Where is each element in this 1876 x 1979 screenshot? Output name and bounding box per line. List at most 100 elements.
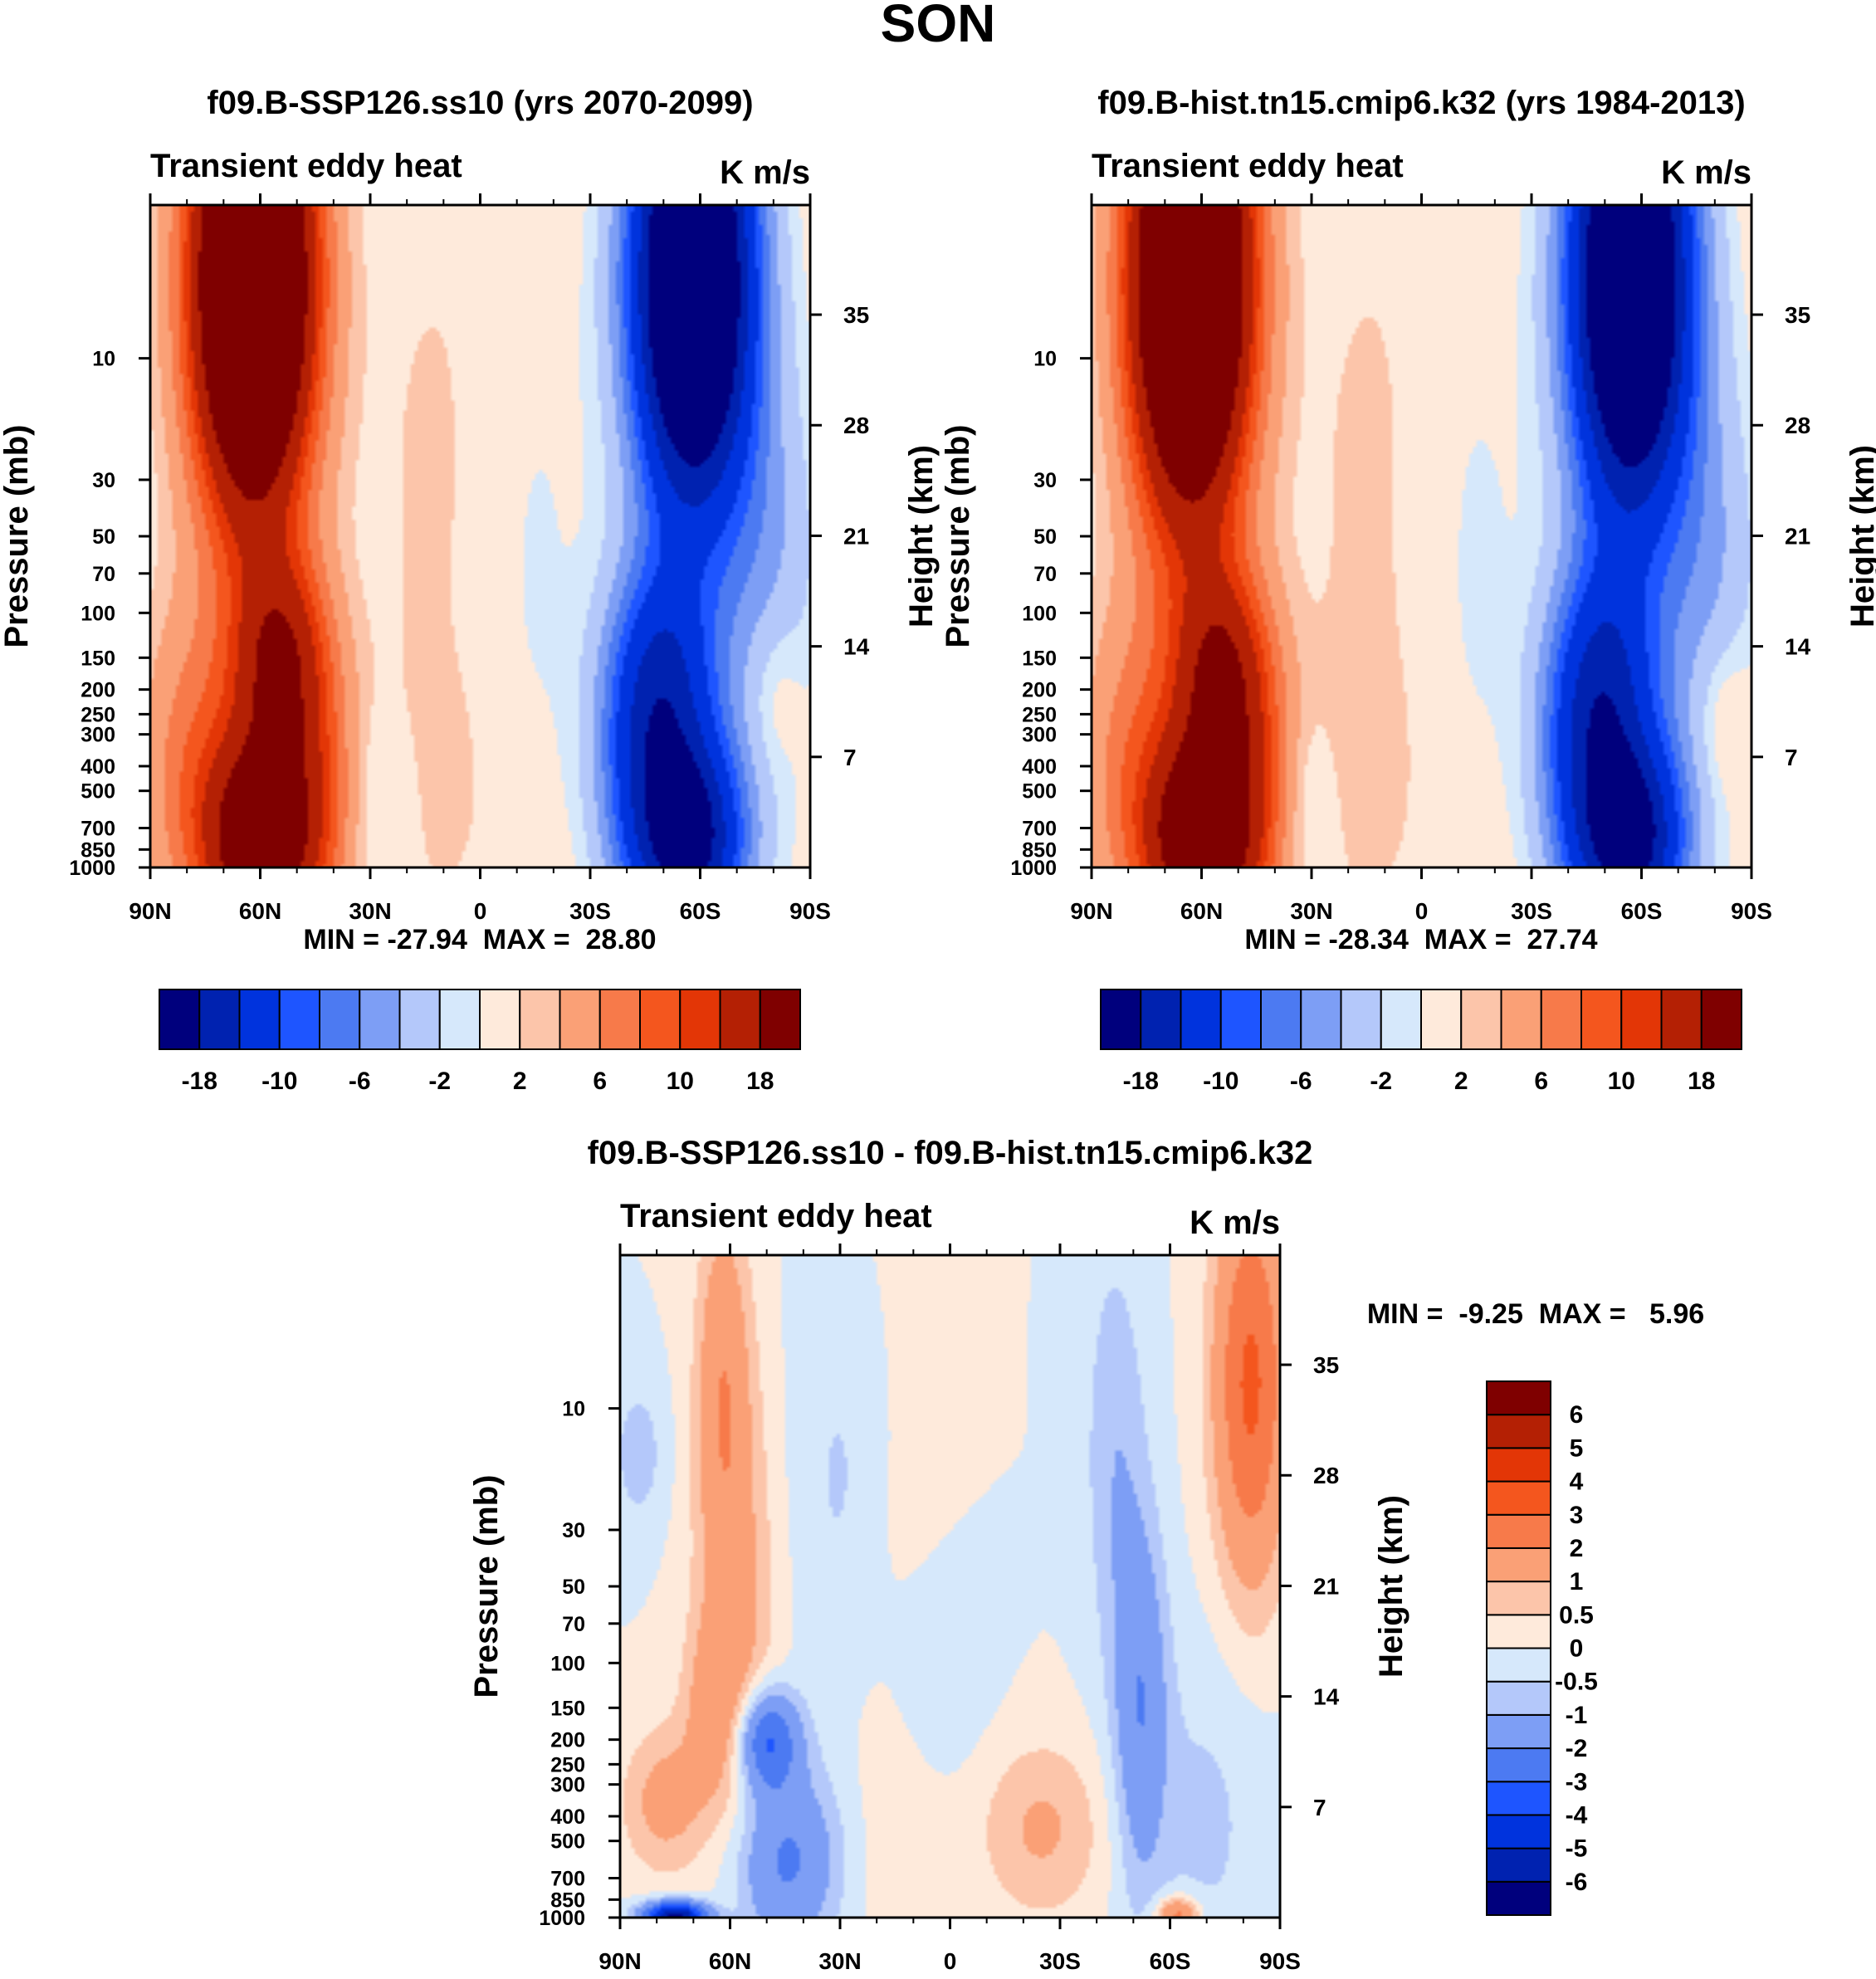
colorbar-label: 6 [1570,1401,1584,1429]
y-tick-label: 200 [1022,679,1057,702]
colorbar-box [1486,1747,1551,1783]
colorbar-box [1486,1680,1551,1716]
colorbar-box [559,989,601,1050]
colorbar-box [1486,1781,1551,1816]
y-tick-label: 400 [81,755,115,779]
colorbar-box [598,989,641,1050]
colorbar-box [1700,989,1742,1050]
x-tick-label: 90S [789,898,831,924]
colorbar-box [278,989,320,1050]
min-max-stats: MIN = -9.25 MAX = 5.96 [1367,1298,1704,1330]
colorbar-box [1660,989,1703,1050]
y-axis-label-right: Height (km) [1844,445,1876,628]
x-tick-label: 60S [1150,1948,1191,1974]
colorbar-label: -0.5 [1555,1669,1598,1696]
x-tick-label: 60S [680,898,721,924]
y-tick-label: 250 [81,703,115,726]
colorbar-box [1486,1547,1551,1583]
y-tick-label: 400 [1022,755,1057,779]
colorbar-box [1486,1447,1551,1483]
y-tick-label: 100 [1022,602,1057,625]
x-tick-label: 30S [1039,1948,1081,1974]
colorbar-label: 18 [1688,1068,1715,1095]
colorbar-label: 10 [667,1068,694,1095]
height-tick-label: 21 [843,523,869,549]
height-tick-label: 21 [1313,1573,1339,1599]
y-tick-label: 850 [81,838,115,862]
x-tick-label: 30N [349,898,391,924]
x-tick-label: 0 [944,1948,957,1974]
colorbar-label: 5 [1570,1434,1584,1462]
colorbar-box [1486,1380,1551,1416]
height-tick-label: 35 [1785,302,1810,328]
colorbar-box [1486,1480,1551,1516]
y-axis-label: Pressure (mb) [468,1475,505,1698]
y-tick-label: 70 [562,1613,585,1636]
y-tick-label: 70 [1033,563,1057,586]
y-tick-label: 10 [562,1398,585,1421]
colorbar-label: -10 [1203,1068,1238,1095]
panel-ssp126: f09.B-SSP126.ss10 (yrs 2070-2099) Transie… [0,85,940,955]
y-tick-label: 10 [92,348,115,371]
y-tick-label: 30 [562,1519,585,1542]
y-tick-label: 250 [1022,703,1057,726]
y-axis-label-right: Height (km) [1373,1495,1409,1678]
colorbar-box [1486,1614,1551,1649]
colorbar-box [1486,1847,1551,1883]
y-tick-label: 700 [550,1867,585,1890]
colorbar-box [1486,1513,1551,1549]
height-tick-label: 28 [1313,1463,1339,1488]
y-tick-label: 850 [1022,838,1057,862]
right-string: K m/s [720,154,810,191]
colorbar-box [398,989,441,1050]
colorbar-label: -4 [1566,1801,1588,1829]
panel-title: f09.B-SSP126.ss10 (yrs 2070-2099) [207,85,753,121]
colorbar-label: 18 [746,1068,774,1095]
x-tick-label: 60N [239,898,281,924]
y-tick-label: 50 [562,1576,585,1599]
y-axis-label: Pressure (mb) [0,425,35,648]
y-tick-label: 50 [92,525,115,549]
colorbar-box [319,989,361,1050]
colorbar-label: -3 [1566,1768,1588,1796]
colorbar-box [1380,989,1422,1050]
left-string: Transient eddy heat [620,1198,932,1234]
colorbar-box [1500,989,1542,1050]
x-tick-label: 0 [474,898,487,924]
colorbar-ssp126: -18 -10 -6 -2 2 6 10 18 [159,989,801,1095]
y-tick-label: 300 [81,724,115,747]
y-tick-label: 150 [1022,647,1057,670]
colorbar-label: 6 [1534,1068,1548,1095]
y-tick-label: 250 [550,1753,585,1776]
colorbar-box [1420,989,1463,1050]
colorbar-box [159,989,201,1050]
height-tick-label: 7 [1785,745,1798,770]
x-tick-label: 60S [1621,898,1663,924]
colorbar-box [438,989,481,1050]
colorbar-box [1486,1713,1551,1750]
colorbar-box [1219,989,1262,1050]
height-tick-label: 14 [1785,634,1811,660]
x-tick-label: 30S [569,898,611,924]
right-string: K m/s [1190,1205,1280,1241]
y-tick-label: 50 [1033,525,1057,549]
x-tick-label: 30N [1290,898,1332,924]
y-tick-label: 1000 [1010,857,1057,880]
colorbar-box [1486,1414,1551,1449]
x-tick-label: 90N [598,1948,641,1974]
colorbar-box [719,989,761,1050]
y-tick-label: 150 [550,1697,585,1720]
colorbar-difference: -6 -5 -4 -3 -2 -1 -0.5 0 0.5 1 2 3 4 5 6 [1486,1380,1598,1916]
y-tick-label: 300 [550,1774,585,1797]
colorbar-label: -5 [1566,1835,1588,1863]
x-tick-label: 90N [1070,898,1112,924]
x-tick-label: 90N [129,898,171,924]
colorbar-box [198,989,241,1050]
y-tick-label: 700 [1022,817,1057,840]
colorbar-box [1460,989,1502,1050]
colorbar-label: -6 [1566,1869,1588,1896]
y-tick-label: 500 [550,1830,585,1854]
y-tick-label: 30 [92,469,115,492]
colorbar-box [1620,989,1663,1050]
colorbar-label: 10 [1608,1068,1635,1095]
